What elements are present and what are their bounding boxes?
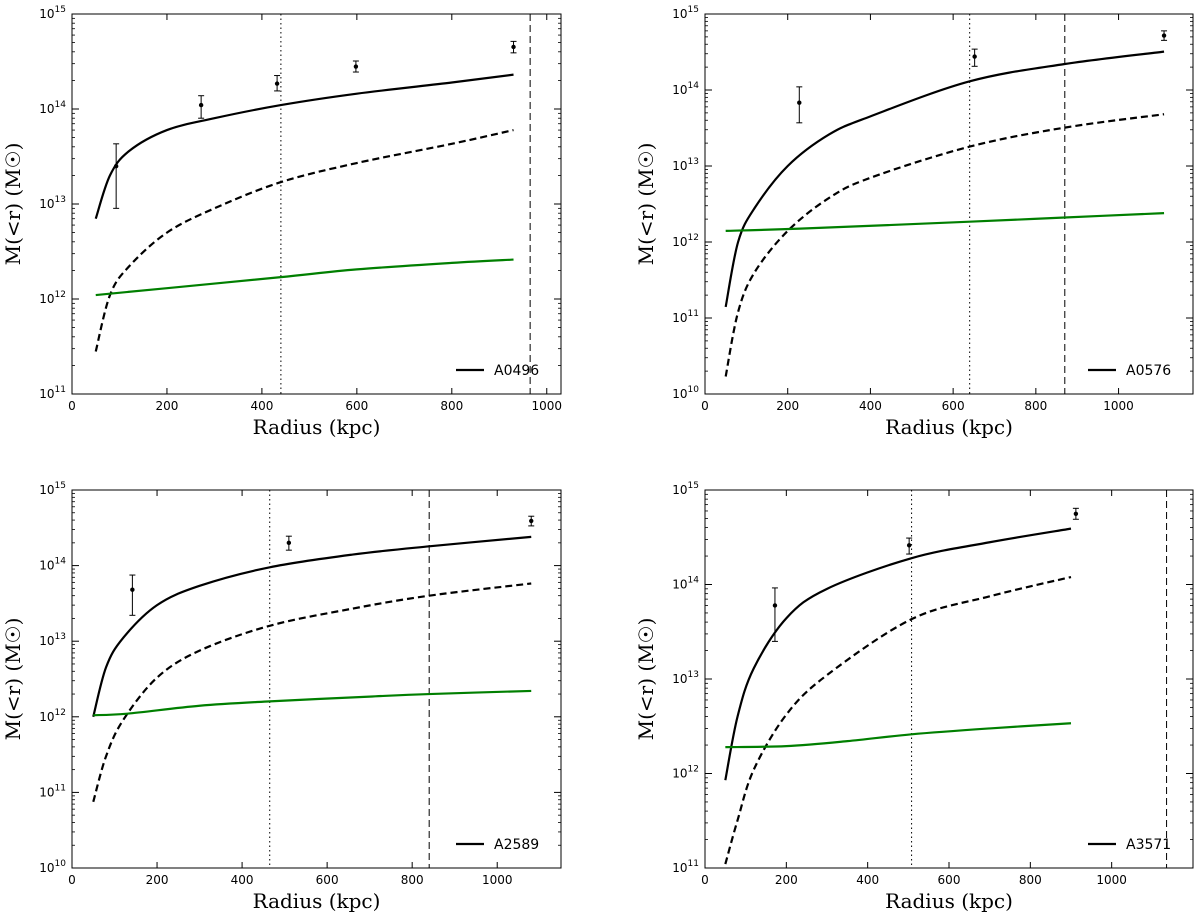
x-tick-label: 200 [155, 399, 178, 413]
series-line-dashed [92, 582, 532, 803]
x-tick-label: 200 [775, 873, 798, 887]
series-line-dashed [94, 129, 514, 352]
x-tick-label: 600 [942, 399, 965, 413]
y-tick-label: 1014 [672, 81, 699, 97]
axes-frame [71, 489, 562, 869]
x-axis-label: Radius (kpc) [885, 415, 1013, 439]
data-point [352, 60, 359, 73]
y-tick-label: 1014 [672, 576, 699, 592]
x-tick-label: 1000 [1103, 399, 1134, 413]
series-line-solid [92, 535, 532, 718]
axes-frame [704, 13, 1194, 395]
data-point [1161, 30, 1168, 41]
panel-a3571: 0 200 400 600 800 1000 1011 1012 1013 1014 1015 Rad… [634, 481, 1194, 913]
x-tick-label: 400 [231, 873, 254, 887]
series-line-solid-green [725, 212, 1165, 232]
y-axis-label: M(<r) (M☉) [1, 618, 25, 741]
y-tick-label: 1015 [672, 481, 699, 497]
data-point [274, 75, 281, 92]
y-tick-label: 1011 [672, 309, 699, 325]
panel-a0496: 0 200 400 600 800 1000 1011 1012 1013 1014 1015 Rad… [1, 5, 562, 439]
x-tick-label: 800 [401, 873, 424, 887]
y-axis-label: M(<r) (M☉) [1, 143, 25, 266]
data-point [528, 515, 535, 527]
x-tick-label: 400 [250, 399, 273, 413]
x-tick-label: 400 [859, 399, 882, 413]
x-tick-label: 200 [146, 873, 169, 887]
y-tick-label: 1012 [672, 765, 699, 781]
y-tick-label: 1014 [39, 557, 66, 573]
y-tick-label: 1011 [39, 385, 66, 401]
y-tick-label: 1010 [672, 385, 699, 401]
y-tick-label: 1010 [39, 859, 66, 875]
x-tick-label: 600 [316, 873, 339, 887]
x-axis-label: Radius (kpc) [253, 415, 381, 439]
data-point [971, 48, 978, 67]
y-tick-label: 1014 [39, 100, 66, 116]
y-axis-label: M(<r) (M☉) [634, 618, 658, 741]
x-tick-label: 0 [701, 399, 709, 413]
y-tick-label: 1012 [672, 233, 699, 249]
legend-label: A0496 [494, 363, 539, 379]
x-tick-label: 1000 [531, 399, 562, 413]
data-point [510, 40, 517, 54]
y-tick-label: 1013 [39, 632, 66, 648]
y-tick-label: 1012 [39, 708, 66, 724]
data-point [1072, 507, 1079, 520]
data-point [129, 574, 136, 616]
y-tick-label: 1013 [39, 195, 66, 211]
x-axis-label: Radius (kpc) [253, 889, 381, 913]
x-tick-label: 600 [345, 399, 368, 413]
data-point [285, 535, 292, 551]
data-point [906, 537, 913, 555]
x-tick-label: 400 [856, 873, 879, 887]
x-tick-label: 600 [938, 873, 961, 887]
x-tick-label: 0 [68, 399, 76, 413]
y-tick-label: 1011 [672, 859, 699, 875]
x-tick-label: 200 [776, 399, 799, 413]
axes-frame [71, 13, 562, 395]
x-tick-label: 800 [1019, 873, 1042, 887]
y-tick-label: 1015 [672, 5, 699, 21]
x-tick-label: 800 [1024, 399, 1047, 413]
x-tick-label: 800 [440, 399, 463, 413]
x-axis-label: Radius (kpc) [885, 889, 1013, 913]
panel-a2589: 0 200 400 600 800 1000 1010 1011 1012 1013 1014 101… [1, 481, 562, 913]
panel-a0576: 0 200 400 600 800 1000 1010 1011 1012 1013 1014 101… [634, 5, 1194, 439]
series-line-solid-green [725, 722, 1072, 749]
y-tick-label: 1015 [39, 481, 66, 497]
series-line-dashed [724, 575, 1072, 865]
x-tick-label: 1000 [482, 873, 513, 887]
series-line-dashed [724, 113, 1165, 377]
series-line-solid [724, 50, 1165, 308]
data-point [198, 95, 205, 119]
series-line-solid-green [95, 258, 514, 297]
y-tick-label: 1013 [672, 670, 699, 686]
series-line-solid-green [93, 689, 532, 717]
x-tick-label: 0 [701, 873, 709, 887]
x-tick-label: 0 [68, 873, 76, 887]
data-point [771, 587, 778, 642]
y-tick-label: 1011 [39, 783, 66, 799]
legend-label: A3571 [1126, 837, 1171, 853]
legend-label: A2589 [494, 837, 539, 853]
x-tick-label: 1000 [1096, 873, 1127, 887]
y-tick-label: 1012 [39, 290, 66, 306]
y-axis-label: M(<r) (M☉) [634, 143, 658, 266]
axes-frame [704, 489, 1194, 869]
series-line-solid [94, 73, 514, 220]
series-line-solid [724, 527, 1072, 781]
legend-label: A0576 [1126, 363, 1171, 379]
data-point [796, 86, 803, 124]
data-point [113, 143, 120, 209]
y-tick-label: 1013 [672, 157, 699, 173]
y-tick-label: 1015 [39, 5, 66, 21]
